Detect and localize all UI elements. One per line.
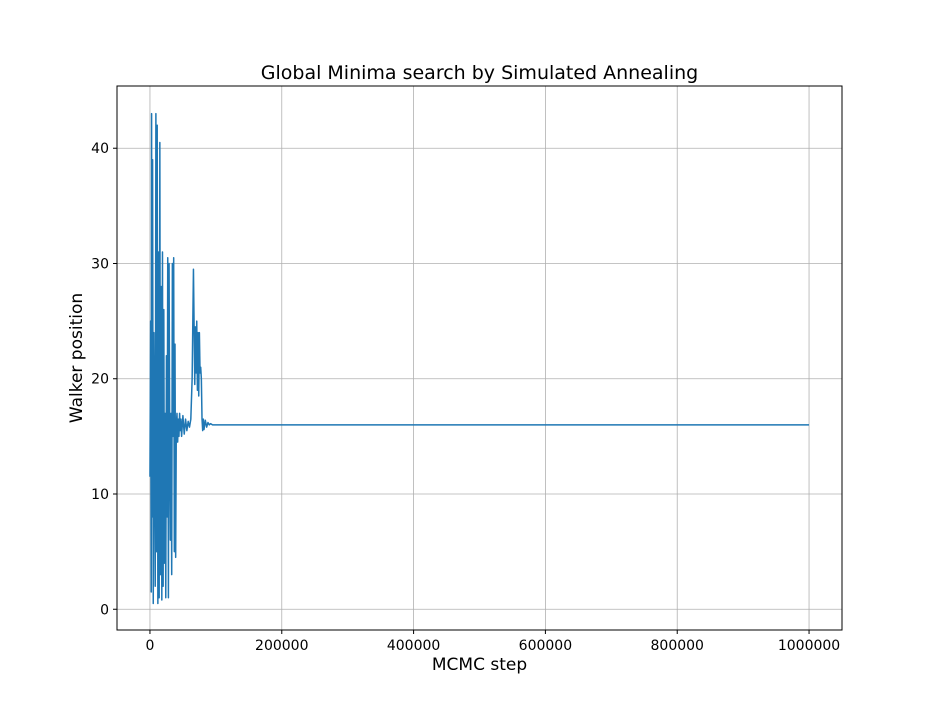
y-tick-label: 10 (91, 487, 109, 503)
series-layer (149, 112, 810, 605)
chart-title: Global Minima search by Simulated Anneal… (261, 62, 698, 84)
axes-frame (116, 85, 843, 631)
x-tick-label: 0 (145, 638, 154, 654)
series-line (149, 112, 810, 605)
y-tick-label: 30 (91, 256, 109, 272)
x-tick-label: 800000 (651, 638, 704, 654)
x-tick-label: 200000 (255, 638, 308, 654)
x-tick-label: 600000 (519, 638, 572, 654)
grid-layer (117, 86, 842, 630)
y-tick-label: 20 (91, 372, 109, 388)
y-axis-ticks: 0 10 20 30 40 (91, 141, 117, 618)
y-axis-label: Walker position (67, 293, 87, 423)
x-tick-label: 1000000 (778, 638, 840, 654)
y-tick-label: 0 (100, 602, 109, 618)
x-axis-label: MCMC step (432, 655, 527, 675)
y-tick-label: 40 (91, 141, 109, 157)
x-axis-ticks: 0 200000 400000 600000 800000 1000000 (145, 630, 840, 654)
x-tick-label: 400000 (387, 638, 440, 654)
